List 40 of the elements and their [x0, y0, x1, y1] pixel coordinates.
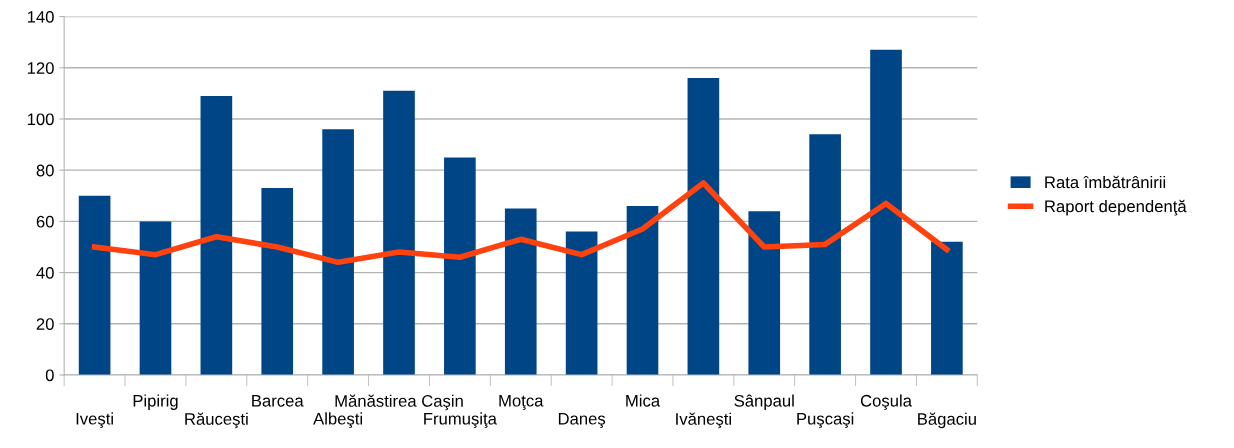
y-tick-label: 80 — [36, 164, 54, 177]
bar — [748, 211, 781, 375]
x-tick-label: Băgaciu — [918, 412, 976, 429]
legend-label: Raport dependenţă — [1045, 199, 1187, 216]
x-tick-label: Iveşti — [76, 412, 113, 428]
bar — [504, 208, 537, 375]
bar — [322, 129, 354, 375]
bar — [931, 241, 963, 375]
x-tick-label: Puşcaşi — [797, 412, 854, 428]
bar — [870, 49, 902, 375]
y-tick-label: 120 — [27, 62, 54, 74]
x-tick-label: Sânpaul — [734, 394, 794, 411]
bar — [687, 78, 720, 375]
x-tick-label: Barcea — [252, 395, 304, 407]
bar — [444, 157, 476, 375]
bar — [139, 221, 172, 375]
x-tick-label: Pipirig — [133, 394, 178, 410]
bar — [261, 188, 294, 375]
y-tick-label: 140 — [27, 10, 54, 23]
x-tick-label: Coşula — [860, 394, 912, 411]
y-tick-label: 100 — [27, 113, 54, 126]
bar — [383, 90, 415, 375]
bar — [78, 195, 111, 375]
x-tick-label: Ivăneşti — [676, 412, 731, 429]
x-tick-label: Moţca — [499, 394, 544, 410]
x-tick-label: Mica — [626, 394, 661, 407]
bar — [565, 231, 598, 375]
legend-label: Rata îmbătrânirii — [1045, 175, 1166, 189]
y-tick-label: 60 — [36, 215, 54, 228]
x-tick-label: Răuceşti — [185, 412, 248, 429]
x-tick-label: Albeşti — [313, 412, 363, 428]
bar — [200, 95, 233, 375]
y-tick-label: 20 — [36, 318, 54, 330]
bar — [809, 134, 841, 375]
bar — [626, 206, 659, 375]
x-tick-label: Mănăstirea Caşin — [335, 394, 463, 411]
x-tick-label: Daneş — [558, 412, 606, 428]
y-tick-label: 0 — [45, 369, 54, 382]
x-tick-label: Frumuşiţa — [424, 412, 497, 428]
y-tick-label: 40 — [36, 266, 54, 279]
